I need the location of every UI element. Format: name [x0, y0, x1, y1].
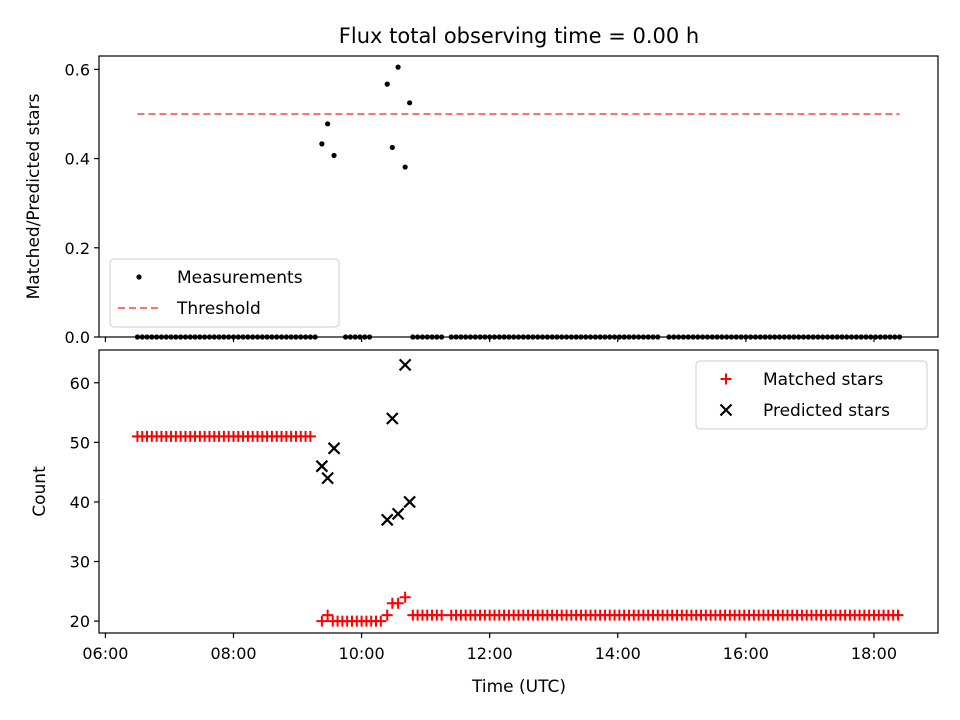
legend: Measurements Threshold [109, 258, 340, 328]
y-tick-label: 60 [70, 374, 90, 393]
data-point [399, 591, 411, 603]
y-tick-label: 0.2 [65, 239, 90, 258]
y-tick-label: 50 [70, 433, 90, 452]
x-tick-label: 08:00 [210, 644, 256, 663]
data-point [319, 141, 325, 147]
y-tick-label: 0.6 [65, 60, 90, 79]
x-tick-label: 18:00 [851, 644, 897, 663]
x-tick-label: 10:00 [339, 644, 385, 663]
x-tick-label: 14:00 [595, 644, 641, 663]
y-tick-label: 40 [70, 493, 90, 512]
legend-marker [136, 274, 142, 280]
data-point [384, 81, 390, 87]
data-point [322, 609, 334, 621]
series-matched-stars [131, 430, 904, 627]
data-point [327, 442, 341, 455]
data-point [392, 597, 404, 609]
legend-marker [720, 373, 732, 385]
x-axis-label: Time (UTC) [471, 677, 566, 697]
x-tick-label: 12:00 [467, 644, 513, 663]
y-tick-label: 20 [70, 612, 90, 631]
data-point [381, 609, 393, 621]
data-point [403, 495, 416, 509]
data-point [325, 121, 331, 127]
data-point [402, 164, 408, 170]
legend-label: Predicted stars [763, 401, 890, 421]
data-point [407, 100, 413, 106]
y-axis-label: Count [30, 466, 50, 517]
legend-frame [109, 258, 340, 328]
data-point [321, 471, 334, 485]
panel-ratio: 0.0 0.2 0.4 0.6 Matched/Predicted stars Measu… [24, 55, 939, 347]
legend-label: Measurements [177, 268, 303, 288]
y-tick-label: 0.0 [65, 328, 90, 347]
data-point [436, 609, 448, 621]
series-predicted-stars [315, 358, 416, 527]
data-point [389, 144, 395, 151]
x-tick-label: 06:00 [82, 644, 128, 663]
y-axis-label: Matched/Predicted stars [24, 93, 44, 299]
legend-label: Matched stars [763, 370, 883, 390]
y-tick-label: 30 [70, 553, 90, 572]
data-point [892, 609, 904, 621]
data-point [391, 507, 405, 521]
legend-frame [695, 360, 928, 430]
data-point [315, 459, 329, 473]
data-point [386, 412, 399, 425]
data-point [304, 430, 316, 442]
y-tick-label: 0.4 [65, 150, 90, 169]
legend-label: Threshold [176, 299, 261, 319]
data-point [331, 152, 337, 159]
data-point [380, 513, 394, 527]
x-tick-label: 16:00 [723, 644, 769, 663]
legend-marker [719, 403, 733, 417]
data-point [398, 358, 412, 372]
panel-count: 20 30 40 50 60 06:00 08:00 10:00 12:00 14:00 16:00… [30, 349, 939, 663]
plot-frame [98, 349, 939, 634]
chart-title: Flux total observing time = 0.00 h [339, 24, 699, 48]
data-point [316, 615, 328, 627]
data-point [375, 615, 387, 627]
legend: Matched stars Predicted stars [695, 360, 928, 430]
plot-frame [98, 55, 939, 338]
data-point [395, 64, 401, 70]
